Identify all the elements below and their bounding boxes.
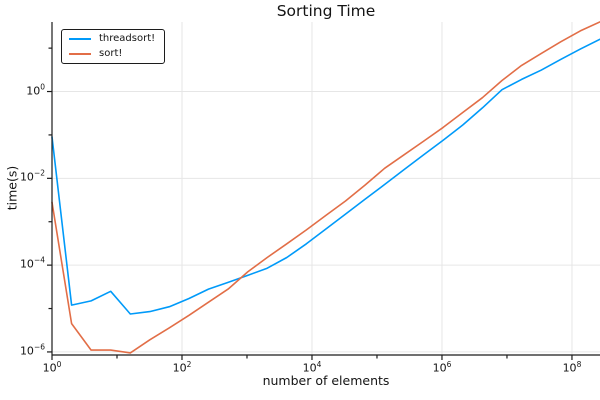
legend: threadsort! sort! bbox=[61, 29, 165, 64]
x-tick-label: 100 bbox=[42, 360, 62, 375]
legend-item: threadsort! bbox=[69, 33, 164, 45]
series-line-sort bbox=[51, 21, 600, 354]
y-tick-label: 10−6 bbox=[19, 342, 45, 358]
legend-item-label: sort! bbox=[99, 48, 123, 59]
x-tick-label: 102 bbox=[172, 360, 192, 375]
legend-item-label: threadsort! bbox=[99, 33, 156, 44]
legend-line-swatch-threadsort bbox=[69, 38, 91, 40]
legend-item: sort! bbox=[69, 48, 164, 60]
y-tick-label: 100 bbox=[26, 82, 45, 97]
x-tick-label: 104 bbox=[302, 360, 322, 375]
y-tick-label: 10−2 bbox=[19, 169, 45, 184]
series-line-threadsort bbox=[51, 38, 600, 315]
y-tick-label: 10−4 bbox=[19, 255, 45, 271]
x-axis-label: number of elements bbox=[262, 373, 390, 388]
x-tick-label: 108 bbox=[562, 360, 582, 375]
y-axis-label: time(s) bbox=[4, 165, 20, 211]
legend-line-swatch-sort bbox=[69, 53, 91, 55]
x-tick-label: 106 bbox=[432, 360, 452, 375]
chart-title: Sorting Time bbox=[276, 2, 376, 20]
